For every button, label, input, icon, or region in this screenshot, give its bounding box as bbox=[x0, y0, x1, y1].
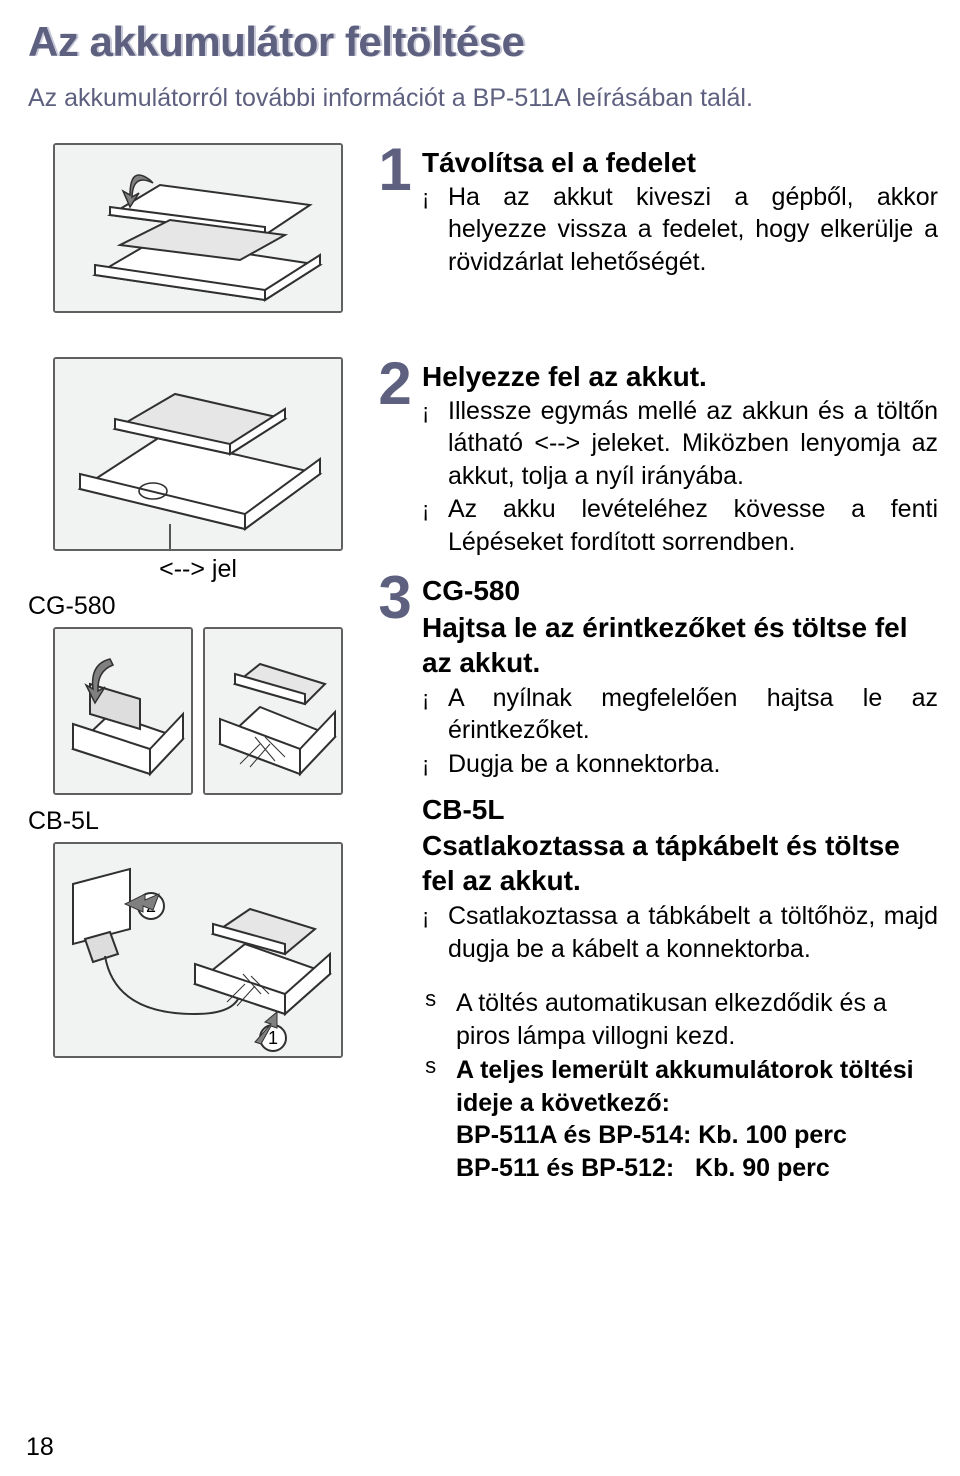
step1-title: Távolítsa el a fedelet bbox=[422, 147, 938, 179]
subtitle: Az akkumulátorról további információt a … bbox=[28, 84, 938, 113]
illustration-step1 bbox=[53, 143, 343, 313]
bullet-icon: ¡ bbox=[422, 682, 448, 714]
step3-bullet3: ¡ Csatlakoztassa a tábkábelt a töltőhöz,… bbox=[422, 900, 938, 965]
cb5l-label: CB-5L bbox=[28, 807, 99, 836]
step2-bullet1: ¡ Illessze egymás mellé az akkun és a tö… bbox=[422, 395, 938, 493]
step3-bullet2: ¡ Dugja be a konnektorba. bbox=[422, 748, 938, 781]
bullet-icon: ¡ bbox=[422, 748, 448, 780]
bullet-icon: ¡ bbox=[422, 395, 448, 427]
step3-bullet1: ¡ A nyílnak megfelelően hajtsa le az éri… bbox=[422, 682, 938, 747]
step-number-3: 3 bbox=[368, 569, 422, 1186]
result2-line2: BP-511A és BP-514: Kb. 100 perc bbox=[456, 1121, 847, 1149]
svg-text:1: 1 bbox=[268, 1028, 278, 1048]
illustration-cg580-a bbox=[53, 627, 193, 795]
cg580-label: CG-580 bbox=[28, 592, 116, 621]
step3-title-a: CG-580 bbox=[422, 575, 938, 607]
result-icon: s bbox=[422, 987, 456, 1016]
step2-title: Helyezze fel az akkut. bbox=[422, 361, 938, 393]
step-23-row: <--> jel CG-580 bbox=[28, 357, 938, 1187]
bullet-icon: ¡ bbox=[422, 900, 448, 932]
step2-bullet2: ¡ Az akku levételéhez kövesse a fenti Lé… bbox=[422, 493, 938, 558]
result2-line3: BP-511 és BP-512: Kb. 90 perc bbox=[456, 1154, 830, 1182]
step3-subtitle-b: Csatlakoztassa a tápkábelt és töltse fel… bbox=[422, 828, 938, 898]
result2-line1: A teljes lemerült akkumulátorok töltési … bbox=[456, 1056, 914, 1117]
step3-title-b: CB-5L bbox=[422, 794, 938, 826]
step-number-2: 2 bbox=[368, 355, 422, 560]
step3-subtitle-a: Hajtsa le az érintkezőket és töltse fel … bbox=[422, 610, 938, 680]
jel-label: <--> jel bbox=[159, 555, 237, 584]
bullet-icon: ¡ bbox=[422, 493, 448, 525]
step-number-1: 1 bbox=[368, 141, 422, 198]
page-title: Az akkumulátor feltöltése bbox=[28, 18, 938, 66]
step3-result1: s A töltés automatikusan elkezdődik és a… bbox=[422, 987, 938, 1052]
illustration-step2 bbox=[53, 357, 343, 551]
step3-result2: s A teljes lemerült akkumulátorok töltés… bbox=[422, 1054, 938, 1184]
step1-bullet1: ¡ Ha az akkut kiveszi a gépből, akkor he… bbox=[422, 181, 938, 279]
result-icon: s bbox=[422, 1054, 456, 1083]
illustration-cg580-b bbox=[203, 627, 343, 795]
illustration-cb5l: 2 1 bbox=[53, 842, 343, 1058]
step-1-row: 1 Távolítsa el a fedelet ¡ Ha az akkut k… bbox=[28, 143, 938, 313]
bullet-icon: ¡ bbox=[422, 181, 448, 213]
